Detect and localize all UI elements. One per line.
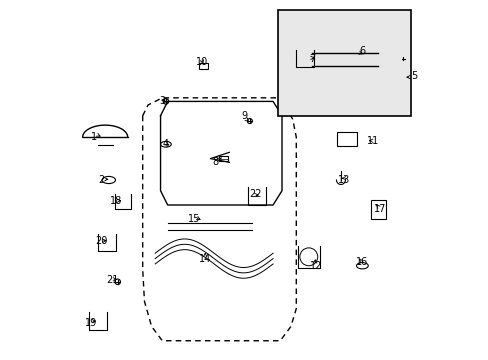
Text: 12: 12 xyxy=(309,261,322,271)
Text: 19: 19 xyxy=(84,318,97,328)
FancyBboxPatch shape xyxy=(278,10,410,116)
Text: 13: 13 xyxy=(338,175,350,185)
Text: 6: 6 xyxy=(359,46,365,57)
Text: 3: 3 xyxy=(159,96,165,107)
Text: 14: 14 xyxy=(199,253,211,264)
Text: 21: 21 xyxy=(106,275,118,285)
Text: 10: 10 xyxy=(195,57,207,67)
Bar xyxy=(337,132,356,146)
Bar xyxy=(360,55,370,62)
Text: 11: 11 xyxy=(366,136,379,146)
Text: 5: 5 xyxy=(410,71,416,81)
Text: 7: 7 xyxy=(308,54,315,64)
Text: 16: 16 xyxy=(356,257,368,267)
Text: 17: 17 xyxy=(373,203,386,213)
Text: 1: 1 xyxy=(91,132,97,142)
Text: 18: 18 xyxy=(109,197,122,206)
Text: 22: 22 xyxy=(248,189,261,199)
Bar xyxy=(199,63,207,68)
Text: 4: 4 xyxy=(163,139,169,149)
Bar xyxy=(370,200,385,219)
Text: 9: 9 xyxy=(241,111,247,121)
Text: 8: 8 xyxy=(212,157,219,167)
Bar xyxy=(218,156,227,161)
Text: 20: 20 xyxy=(95,236,107,246)
Text: 2: 2 xyxy=(98,175,104,185)
Text: 15: 15 xyxy=(188,214,200,224)
